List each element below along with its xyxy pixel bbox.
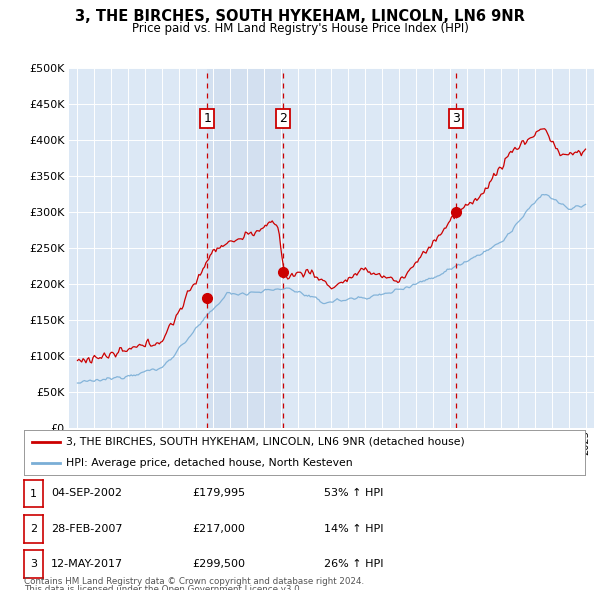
Text: HPI: Average price, detached house, North Kesteven: HPI: Average price, detached house, Nort…: [66, 458, 353, 468]
Text: Contains HM Land Registry data © Crown copyright and database right 2024.: Contains HM Land Registry data © Crown c…: [24, 577, 364, 586]
Text: 28-FEB-2007: 28-FEB-2007: [51, 524, 122, 533]
Text: 3: 3: [452, 112, 460, 124]
Text: 12-MAY-2017: 12-MAY-2017: [51, 559, 123, 569]
Text: £299,500: £299,500: [192, 559, 245, 569]
Text: 2: 2: [30, 524, 37, 534]
Text: 26% ↑ HPI: 26% ↑ HPI: [324, 559, 383, 569]
Text: £179,995: £179,995: [192, 489, 245, 498]
Text: 3: 3: [30, 559, 37, 569]
Text: 04-SEP-2002: 04-SEP-2002: [51, 489, 122, 498]
Text: 14% ↑ HPI: 14% ↑ HPI: [324, 524, 383, 533]
Text: 3, THE BIRCHES, SOUTH HYKEHAM, LINCOLN, LN6 9NR: 3, THE BIRCHES, SOUTH HYKEHAM, LINCOLN, …: [75, 9, 525, 24]
Text: Price paid vs. HM Land Registry's House Price Index (HPI): Price paid vs. HM Land Registry's House …: [131, 22, 469, 35]
Text: 1: 1: [203, 112, 211, 124]
Text: £217,000: £217,000: [192, 524, 245, 533]
Text: 2: 2: [280, 112, 287, 124]
Text: 53% ↑ HPI: 53% ↑ HPI: [324, 489, 383, 498]
Bar: [208, 68, 283, 428]
Text: 1: 1: [30, 489, 37, 499]
Text: 3, THE BIRCHES, SOUTH HYKEHAM, LINCOLN, LN6 9NR (detached house): 3, THE BIRCHES, SOUTH HYKEHAM, LINCOLN, …: [66, 437, 465, 447]
Text: This data is licensed under the Open Government Licence v3.0.: This data is licensed under the Open Gov…: [24, 585, 302, 590]
